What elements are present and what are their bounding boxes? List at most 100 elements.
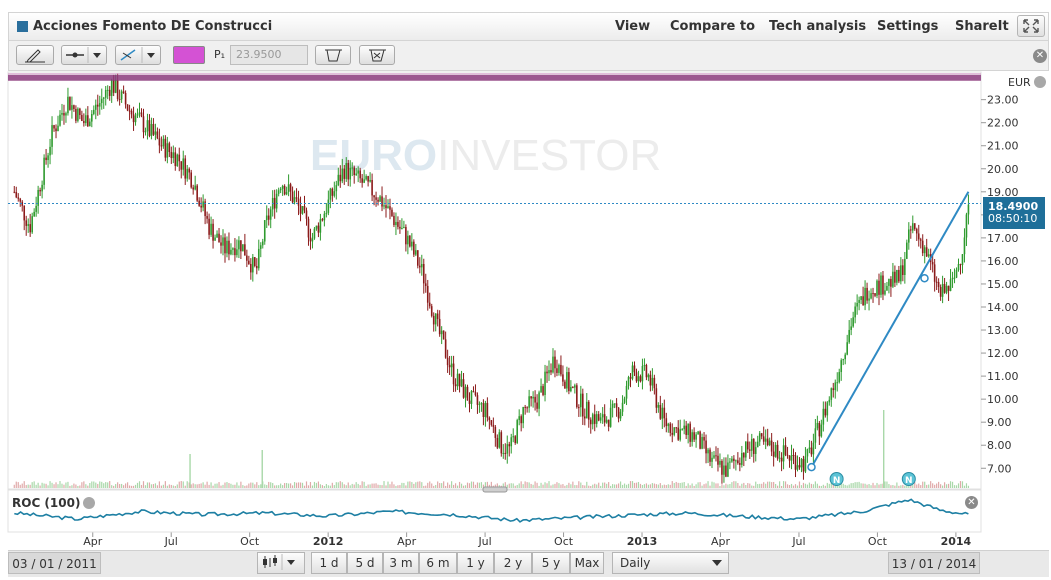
delete-drawing-button[interactable]: [315, 45, 351, 65]
delete-all-drawings-button[interactable]: [359, 45, 395, 65]
end-date[interactable]: 13 / 01 / 2014: [888, 552, 980, 574]
volume-bar: [687, 483, 689, 488]
volume-bar: [130, 485, 133, 488]
y-tick-label: 16.00: [987, 255, 1019, 268]
candle-body: [100, 98, 103, 104]
volume-bar: [508, 483, 510, 488]
candle-body: [776, 444, 779, 459]
volume-bar: [862, 483, 864, 488]
fullscreen-button[interactable]: [1017, 15, 1045, 37]
candle-body: [343, 168, 346, 179]
volume-bar: [124, 483, 127, 488]
volume-bar: [528, 482, 530, 488]
volume-bar: [784, 481, 787, 488]
range-2y[interactable]: 2 y: [494, 552, 532, 574]
range-3m[interactable]: 3 m: [383, 552, 419, 574]
volume-bar: [39, 485, 41, 488]
start-date[interactable]: 03 / 01 / 2011: [8, 552, 101, 574]
candle-body: [639, 376, 642, 382]
candle-body: [238, 240, 240, 250]
volume-bar: [260, 484, 262, 488]
volume-bar: [786, 484, 789, 488]
close-toolbar-icon[interactable]: ✕: [1033, 49, 1047, 63]
chart-type-dropdown[interactable]: [257, 552, 305, 574]
panel-resize-handle[interactable]: [482, 486, 508, 493]
candle-body: [307, 218, 310, 238]
candle-body: [713, 455, 715, 458]
candle-body: [385, 205, 387, 209]
menu-compare-to[interactable]: Compare to: [670, 19, 755, 34]
candle-body: [745, 441, 747, 458]
candle-body: [94, 104, 97, 110]
candle-body: [124, 93, 127, 105]
y-tick-label: 13.00: [987, 324, 1019, 337]
volume-bar: [43, 483, 45, 488]
candle-body: [681, 429, 683, 431]
volume-bar: [705, 483, 707, 488]
pen-tool-button[interactable]: [16, 45, 54, 65]
candle-body: [399, 226, 401, 229]
volume-bar: [943, 482, 946, 488]
candle-body: [580, 393, 582, 408]
volume-bar: [604, 482, 606, 488]
volume-bar: [423, 485, 425, 488]
volume-bar: [641, 484, 644, 488]
candle-body: [409, 235, 411, 247]
volume-bar: [387, 481, 389, 488]
line-color-swatch[interactable]: [173, 46, 205, 64]
price-input[interactable]: 23.9500: [230, 45, 308, 65]
menu-shareit[interactable]: ShareIt: [955, 19, 1009, 34]
volume-bar: [474, 484, 477, 488]
candle-body: [748, 449, 751, 451]
eraser-icon: [325, 49, 342, 62]
candle-body: [478, 403, 481, 405]
candle-body: [764, 438, 767, 442]
candle-body: [911, 223, 914, 231]
volume-bar: [633, 482, 636, 488]
volume-bar: [961, 481, 964, 488]
volume-bar: [526, 482, 528, 488]
volume-bar: [878, 484, 880, 488]
range-1y[interactable]: 1 y: [457, 552, 494, 574]
candle-body: [116, 79, 119, 99]
candle-body: [528, 396, 530, 408]
candle-body: [279, 188, 282, 191]
volume-bar: [552, 484, 554, 488]
volume-bar: [89, 482, 91, 488]
volume-bar: [735, 481, 737, 488]
candle-body: [180, 161, 183, 170]
volume-bar: [773, 481, 775, 488]
range-5d[interactable]: 5 d: [347, 552, 383, 574]
candle-body: [118, 98, 121, 100]
menu-settings[interactable]: Settings: [877, 19, 939, 34]
candle-body: [301, 206, 304, 214]
indicator-label: ROC (100): [12, 496, 81, 510]
range-1d[interactable]: 1 d: [311, 552, 347, 574]
range-6m[interactable]: 6 m: [419, 552, 457, 574]
range-5y[interactable]: 5 y: [532, 552, 570, 574]
candle-body: [848, 329, 850, 343]
menu-view[interactable]: View: [615, 19, 651, 34]
volume-bar: [27, 484, 29, 488]
trend-tool-dropdown[interactable]: [115, 45, 161, 65]
indicator-settings-icon[interactable]: [83, 497, 95, 509]
range-max[interactable]: Max: [570, 552, 604, 574]
menu-tech-analysis[interactable]: Tech analysis: [769, 19, 867, 34]
volume-bar: [600, 485, 602, 488]
close-indicator-icon[interactable]: ✕: [965, 496, 978, 509]
volume-bar: [882, 483, 884, 488]
y-tick-label: 23.00: [987, 94, 1019, 107]
candle-body: [120, 91, 123, 100]
candle-body: [631, 365, 634, 379]
volume-bar: [437, 481, 439, 488]
volume-bar: [174, 485, 176, 488]
interval-select[interactable]: Daily: [612, 552, 729, 574]
candle-body: [470, 391, 473, 404]
line-style-dropdown[interactable]: [61, 45, 107, 65]
volume-bar: [653, 483, 655, 488]
settings-gear-icon[interactable]: [1034, 76, 1046, 88]
volume-bar: [788, 485, 791, 488]
volume-bar: [140, 484, 143, 488]
volume-bar: [107, 482, 109, 488]
